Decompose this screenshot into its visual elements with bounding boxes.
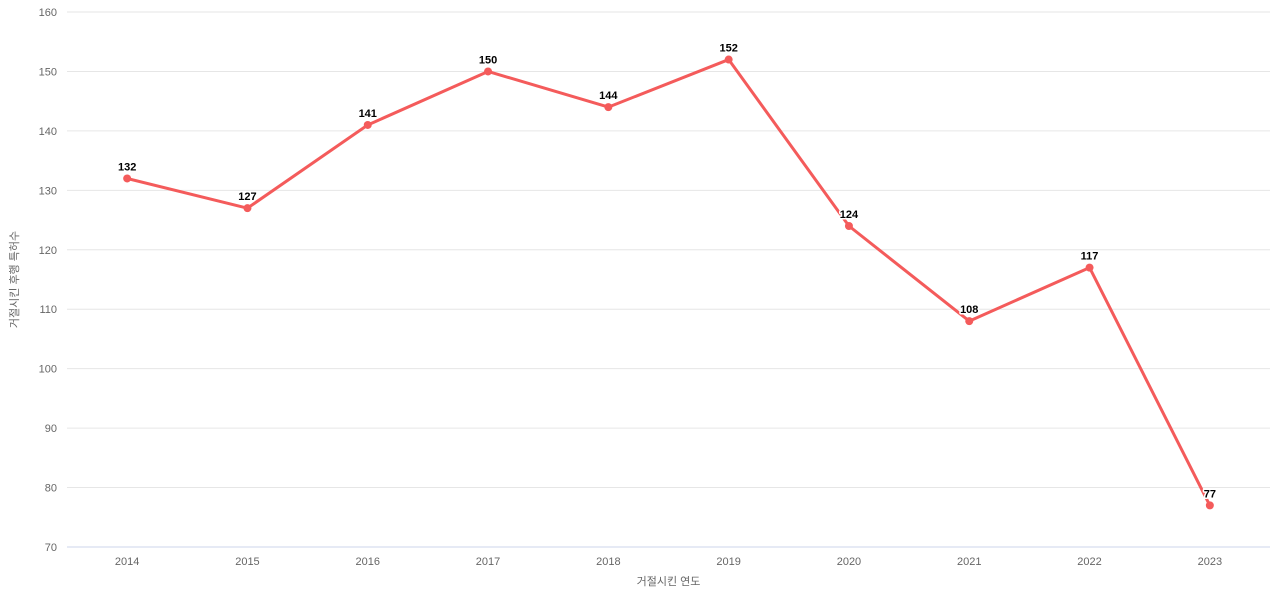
series-line [125, 58, 1212, 507]
x-tick-label: 2023 [1198, 556, 1222, 568]
data-point-marker[interactable] [243, 204, 252, 213]
y-tick-label: 90 [45, 423, 57, 435]
data-label: 152 [719, 43, 737, 55]
y-tick-label: 130 [39, 185, 57, 197]
data-point-marker[interactable] [363, 120, 372, 129]
data-label: 117 [1081, 251, 1099, 263]
data-label: 150 [479, 54, 497, 66]
x-tick-label: 2016 [356, 556, 380, 568]
y-tick-label: 150 [39, 66, 57, 78]
data-point-marker[interactable] [724, 55, 733, 64]
data-label: 77 [1204, 488, 1216, 500]
y-tick-label: 70 [45, 542, 57, 554]
data-label: 127 [238, 191, 256, 203]
data-point-marker[interactable] [484, 67, 493, 76]
y-tick-label: 140 [39, 126, 57, 138]
x-tick-label: 2021 [957, 556, 981, 568]
data-point-marker[interactable] [123, 174, 132, 183]
data-point-marker[interactable] [844, 222, 853, 230]
x-axis-title: 거절시킨 연도 [637, 575, 701, 588]
x-tick-label: 2020 [837, 556, 861, 568]
data-point-marker[interactable] [1085, 263, 1094, 272]
y-tick-label: 160 [39, 7, 57, 19]
data-label: 144 [599, 90, 618, 102]
x-tick-label: 2022 [1077, 556, 1101, 568]
data-label: 141 [359, 108, 377, 120]
x-tick-label: 2019 [716, 556, 740, 568]
x-tick-label: 2015 [235, 556, 259, 568]
y-axis-title: 거절시킨 후행 특허수 [8, 231, 21, 328]
data-label: 132 [118, 161, 136, 173]
y-tick-label: 110 [39, 304, 57, 316]
data-label: 108 [960, 304, 978, 316]
data-label: 124 [840, 209, 859, 221]
data-point-marker[interactable] [1205, 501, 1214, 510]
y-tick-label: 100 [39, 364, 57, 376]
y-tick-label: 120 [39, 245, 57, 257]
y-tick-label: 80 [45, 483, 57, 495]
x-tick-label: 2014 [115, 556, 139, 568]
x-tick-label: 2018 [596, 556, 620, 568]
x-tick-label: 2017 [476, 556, 500, 568]
data-point-marker[interactable] [604, 103, 613, 112]
data-point-marker[interactable] [965, 317, 974, 326]
